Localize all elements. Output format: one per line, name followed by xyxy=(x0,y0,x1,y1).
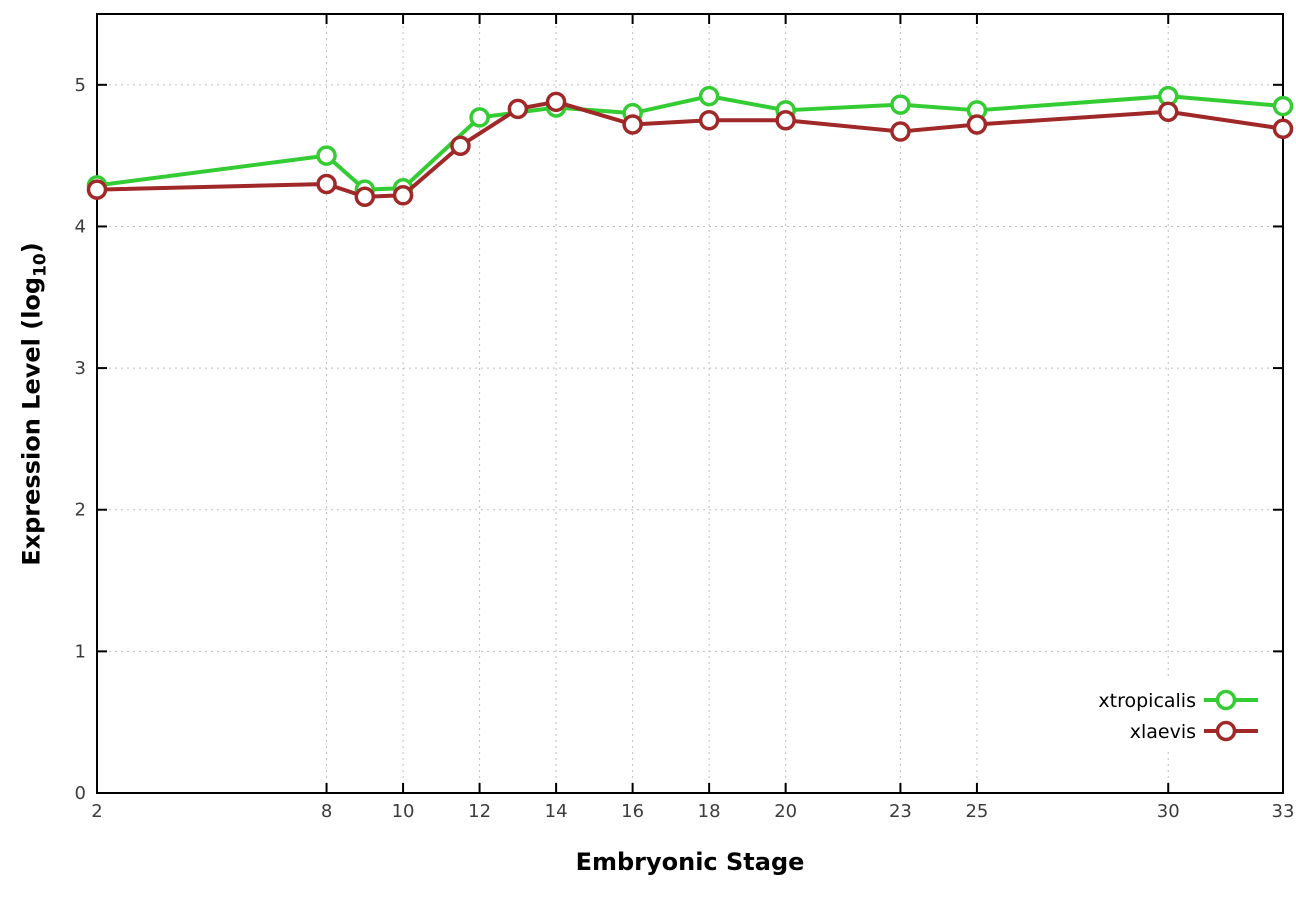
data-point-xlaevis xyxy=(450,135,471,156)
x-tick-label: 33 xyxy=(1272,801,1295,822)
legend-label-xlaevis: xlaevis xyxy=(1130,721,1196,743)
y-tick-label: 1 xyxy=(75,641,86,662)
x-tick-label: 14 xyxy=(545,801,568,822)
x-tick-label: 8 xyxy=(321,801,332,822)
data-point-xtropicalis xyxy=(1272,95,1294,117)
data-point-xlaevis xyxy=(966,114,988,135)
x-tick-label: 10 xyxy=(392,801,415,822)
y-tick-label: 3 xyxy=(75,358,86,379)
x-tick-label: 23 xyxy=(889,801,912,822)
y-tick-label: 5 xyxy=(75,75,86,96)
data-point-xlaevis xyxy=(392,185,414,206)
data-point-xlaevis xyxy=(622,114,643,135)
data-point-xtropicalis xyxy=(469,107,490,128)
data-point-xlaevis xyxy=(1272,118,1294,139)
data-point-xtropicalis xyxy=(890,94,911,115)
data-point-xlaevis xyxy=(545,91,567,113)
data-point-xtropicalis xyxy=(316,145,337,166)
data-point-xlaevis xyxy=(890,121,911,142)
data-point-xlaevis xyxy=(1157,101,1179,122)
x-tick-label: 2 xyxy=(91,801,102,822)
data-point-xlaevis xyxy=(698,109,720,131)
series-line-xtropicalis xyxy=(96,94,1284,192)
y-axis-title: Expression Level (log10) xyxy=(18,242,51,565)
legend-marker-xtropicalis xyxy=(1215,689,1237,711)
legend-label-xtropicalis: xtropicalis xyxy=(1098,690,1196,712)
plot-border xyxy=(96,13,1284,794)
y-tick-label: 0 xyxy=(75,783,86,804)
y-tick-label: 4 xyxy=(75,216,86,237)
y-axis-title-subscript: 10 xyxy=(30,253,51,277)
y-axis-title-text: Expression Level (log xyxy=(17,276,46,566)
x-tick-label: 12 xyxy=(468,801,491,822)
x-tick-label: 18 xyxy=(698,801,721,822)
x-tick-label: 16 xyxy=(621,801,644,822)
x-tick-label: 20 xyxy=(774,801,797,822)
x-tick-label: 25 xyxy=(965,801,988,822)
data-point-xlaevis xyxy=(354,186,376,207)
legend-background xyxy=(1124,680,1272,750)
x-axis-title: Embryonic Stage xyxy=(575,848,805,876)
y-tick-label: 2 xyxy=(75,500,86,521)
data-point-xlaevis xyxy=(507,98,529,120)
x-tick-label: 30 xyxy=(1157,801,1180,822)
y-axis-title-close: ) xyxy=(17,242,46,254)
data-point-xlaevis xyxy=(86,179,108,200)
data-point-xlaevis xyxy=(775,109,796,131)
legend-marker-xlaevis xyxy=(1215,720,1237,742)
data-point-xtropicalis xyxy=(698,85,720,107)
series-line-xlaevis xyxy=(96,99,1284,199)
data-point-xlaevis xyxy=(316,173,337,195)
